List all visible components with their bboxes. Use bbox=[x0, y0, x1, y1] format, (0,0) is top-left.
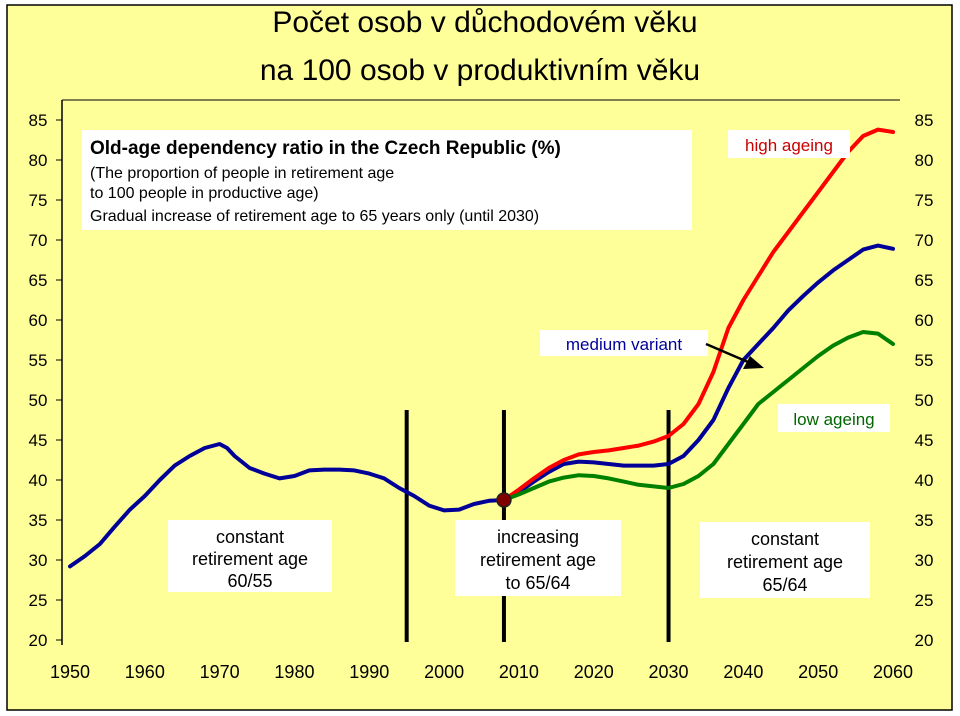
svg-text:constant: constant bbox=[751, 529, 819, 549]
series-line-low-ageing bbox=[501, 330, 895, 502]
y-tick-label-right: 75 bbox=[915, 191, 934, 210]
y-tick-label-right: 80 bbox=[915, 151, 934, 170]
info-line-3: to 100 people in productive age) bbox=[90, 185, 319, 202]
x-tick-label: 2030 bbox=[649, 662, 689, 682]
info-line-1: Old-age dependency ratio in the Czech Re… bbox=[90, 138, 561, 159]
y-tick-label-left: 70 bbox=[29, 231, 48, 250]
high-ageing-label: high ageing bbox=[728, 130, 850, 158]
svg-text:medium variant: medium variant bbox=[566, 335, 682, 354]
x-tick-label: 1990 bbox=[349, 662, 389, 682]
x-tick-label: 2020 bbox=[574, 662, 614, 682]
svg-text:low ageing: low ageing bbox=[793, 410, 874, 429]
y-tick-label-left: 25 bbox=[29, 591, 48, 610]
title-line-2: na 100 osob v produktivním věku bbox=[260, 54, 700, 87]
x-tick-label: 1960 bbox=[125, 662, 165, 682]
y-tick-label-right: 30 bbox=[915, 551, 934, 570]
y-tick-label-right: 45 bbox=[915, 431, 934, 450]
series-line-medium-variant bbox=[68, 243, 895, 569]
y-tick-label-left: 80 bbox=[29, 151, 48, 170]
x-tick-label: 2050 bbox=[798, 662, 838, 682]
info-line-2: (The proportion of people in retirement … bbox=[90, 165, 394, 182]
x-axis: 1950 1960 1970 1980 1990 2000 2010 2020 2030 2040… bbox=[50, 662, 913, 682]
y-tick-label-right: 55 bbox=[915, 351, 934, 370]
x-tick-label: 2060 bbox=[873, 662, 913, 682]
y-tick-label-right: 35 bbox=[915, 511, 934, 530]
y-tick-label-left: 55 bbox=[29, 351, 48, 370]
y-tick-label-right: 40 bbox=[915, 471, 934, 490]
medium-variant-arrow bbox=[705, 342, 764, 369]
svg-text:high ageing: high ageing bbox=[745, 136, 833, 155]
y-tick-label-right: 60 bbox=[915, 311, 934, 330]
svg-text:65/64: 65/64 bbox=[762, 575, 807, 595]
slide-background bbox=[6, 4, 953, 711]
y-tick-label-left: 40 bbox=[29, 471, 48, 490]
y-tick-label-left: 45 bbox=[29, 431, 48, 450]
y-tick-label-left: 65 bbox=[29, 271, 48, 290]
svg-text:retirement age: retirement age bbox=[192, 549, 308, 569]
projection-start-marker bbox=[496, 492, 512, 508]
y-tick-label-right: 25 bbox=[915, 591, 934, 610]
period-box-3: constant retirement age 65/64 bbox=[700, 522, 870, 598]
y-tick-label-right: 85 bbox=[915, 111, 934, 130]
svg-text:retirement age: retirement age bbox=[480, 550, 596, 570]
x-tick-label: 1980 bbox=[274, 662, 314, 682]
low-ageing-label: low ageing bbox=[778, 404, 890, 432]
period-box-2: increasing retirement age to 65/64 bbox=[455, 520, 621, 596]
svg-text:to 65/64: to 65/64 bbox=[505, 573, 570, 593]
series-lines bbox=[68, 127, 895, 569]
plot-frame bbox=[61, 99, 900, 645]
y-axis-right: 20 25 30 35 40 45 50 55 60 65 70 75 80 85 bbox=[915, 111, 934, 650]
period-box-1: constant retirement age 60/55 bbox=[168, 520, 332, 592]
y-tick-label-left: 85 bbox=[29, 111, 48, 130]
y-tick-label-left: 20 bbox=[29, 631, 48, 650]
y-tick-label-right: 50 bbox=[915, 391, 934, 410]
info-box: Old-age dependency ratio in the Czech Re… bbox=[82, 130, 692, 230]
info-line-4: Gradual increase of retirement age to 65… bbox=[90, 208, 539, 225]
svg-text:increasing: increasing bbox=[497, 527, 579, 547]
title-line-1: Počet osob v důchodovém věku bbox=[272, 6, 697, 39]
medium-variant-label: medium variant bbox=[540, 330, 708, 356]
y-tick-label-right: 70 bbox=[915, 231, 934, 250]
x-tick-label: 2010 bbox=[499, 662, 539, 682]
y-tick-label-left: 50 bbox=[29, 391, 48, 410]
x-tick-label: 1970 bbox=[200, 662, 240, 682]
y-tick-label-left: 35 bbox=[29, 511, 48, 530]
svg-text:retirement age: retirement age bbox=[727, 552, 843, 572]
y-tick-label-left: 75 bbox=[29, 191, 48, 210]
x-tick-label: 1950 bbox=[50, 662, 90, 682]
y-tick-label-right: 20 bbox=[915, 631, 934, 650]
x-tick-label: 2040 bbox=[723, 662, 763, 682]
x-tick-label: 2000 bbox=[424, 662, 464, 682]
y-axis-left: 20 25 30 35 40 45 50 55 60 65 70 75 80 85 bbox=[29, 111, 62, 650]
y-tick-label-left: 60 bbox=[29, 311, 48, 330]
y-tick-label-right: 65 bbox=[915, 271, 934, 290]
series-line-high-ageing bbox=[501, 127, 895, 502]
svg-text:60/55: 60/55 bbox=[227, 571, 272, 591]
y-tick-label-left: 30 bbox=[29, 551, 48, 570]
svg-text:constant: constant bbox=[216, 527, 284, 547]
